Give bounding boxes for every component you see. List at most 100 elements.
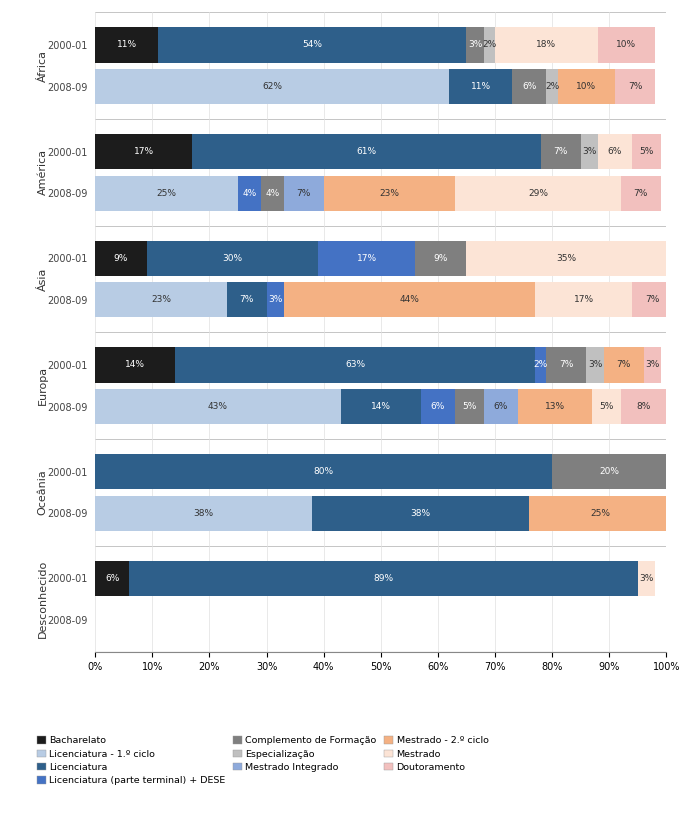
Bar	[95, 175, 238, 211]
Bar	[535, 283, 632, 317]
Text: Oceânia: Oceânia	[37, 470, 48, 515]
Text: 17%: 17%	[573, 295, 594, 304]
Bar	[95, 495, 312, 531]
Bar	[324, 175, 455, 211]
Bar	[95, 27, 158, 62]
Bar	[552, 454, 666, 489]
Text: 2%: 2%	[534, 361, 548, 370]
Text: 43%: 43%	[208, 402, 228, 411]
Text: 25%: 25%	[156, 189, 177, 198]
Text: 7%: 7%	[554, 147, 568, 156]
Text: 8%: 8%	[636, 402, 651, 411]
Text: 5%: 5%	[462, 402, 477, 411]
Text: 23%: 23%	[151, 295, 171, 304]
Text: 17%: 17%	[134, 147, 154, 156]
Bar	[495, 27, 598, 62]
Text: 29%: 29%	[528, 189, 548, 198]
Bar	[95, 561, 129, 596]
Text: 20%: 20%	[599, 467, 619, 476]
Text: 6%: 6%	[105, 573, 120, 583]
Bar	[421, 389, 455, 424]
Bar	[95, 347, 175, 382]
Text: 5%: 5%	[639, 147, 653, 156]
Text: 10%: 10%	[577, 82, 596, 91]
Bar	[518, 389, 592, 424]
Text: 6%: 6%	[522, 82, 537, 91]
Bar	[615, 69, 655, 104]
Bar	[449, 69, 512, 104]
Bar	[621, 175, 661, 211]
Bar	[147, 241, 318, 276]
Text: 3%: 3%	[645, 361, 660, 370]
Bar	[455, 389, 483, 424]
Text: 3%: 3%	[639, 573, 653, 583]
Text: 35%: 35%	[556, 253, 577, 263]
Bar	[541, 134, 581, 170]
Text: 89%: 89%	[373, 573, 394, 583]
Text: 7%: 7%	[559, 361, 574, 370]
Bar	[95, 134, 192, 170]
Bar	[226, 283, 267, 317]
Legend: Bacharelato, Licenciatura - 1.º ciclo, Licenciatura, Licenciatura (parte termina: Bacharelato, Licenciatura - 1.º ciclo, L…	[37, 736, 488, 785]
Text: 30%: 30%	[222, 253, 242, 263]
Bar	[586, 347, 604, 382]
Text: 17%: 17%	[356, 253, 377, 263]
Text: 3%: 3%	[268, 295, 282, 304]
Text: 9%: 9%	[114, 253, 128, 263]
Text: 14%: 14%	[125, 361, 146, 370]
Bar	[95, 241, 147, 276]
Text: 10%: 10%	[616, 41, 636, 50]
Text: 7%: 7%	[634, 189, 648, 198]
Bar	[592, 389, 621, 424]
Bar	[95, 69, 449, 104]
Bar	[535, 347, 547, 382]
Bar	[558, 69, 615, 104]
Text: 5%: 5%	[599, 402, 613, 411]
Bar	[466, 27, 483, 62]
Text: 11%: 11%	[116, 41, 137, 50]
Text: 6%: 6%	[608, 147, 622, 156]
Bar	[547, 69, 558, 104]
Bar	[95, 389, 341, 424]
Bar	[455, 175, 621, 211]
Bar	[483, 389, 518, 424]
Bar	[238, 175, 261, 211]
Text: América: América	[37, 150, 48, 195]
Text: 38%: 38%	[411, 509, 431, 518]
Text: 2%: 2%	[545, 82, 559, 91]
Text: 23%: 23%	[379, 189, 399, 198]
Bar	[466, 241, 666, 276]
Text: 13%: 13%	[545, 402, 565, 411]
Bar	[95, 283, 226, 317]
Text: 14%: 14%	[371, 402, 391, 411]
Text: Ásia: Ásia	[37, 268, 48, 291]
Bar	[598, 134, 632, 170]
Bar	[621, 389, 666, 424]
Bar	[632, 134, 661, 170]
Bar	[318, 241, 415, 276]
Text: 4%: 4%	[265, 189, 279, 198]
Bar	[312, 495, 529, 531]
Bar	[95, 454, 552, 489]
Text: 9%: 9%	[434, 253, 448, 263]
Text: 62%: 62%	[262, 82, 282, 91]
Bar	[547, 347, 586, 382]
Bar	[284, 175, 324, 211]
Bar	[632, 283, 672, 317]
Text: 3%: 3%	[468, 41, 482, 50]
Bar	[604, 347, 643, 382]
Text: 7%: 7%	[296, 189, 311, 198]
Bar	[529, 495, 672, 531]
Bar	[284, 283, 535, 317]
Text: 11%: 11%	[471, 82, 491, 91]
Bar	[415, 241, 466, 276]
Bar	[261, 175, 284, 211]
Text: 80%: 80%	[313, 467, 334, 476]
Bar	[483, 27, 495, 62]
Bar	[638, 561, 655, 596]
Text: 44%: 44%	[399, 295, 420, 304]
Text: 7%: 7%	[645, 295, 660, 304]
Text: 2%: 2%	[482, 41, 496, 50]
Bar	[341, 389, 421, 424]
Text: África: África	[37, 50, 48, 81]
